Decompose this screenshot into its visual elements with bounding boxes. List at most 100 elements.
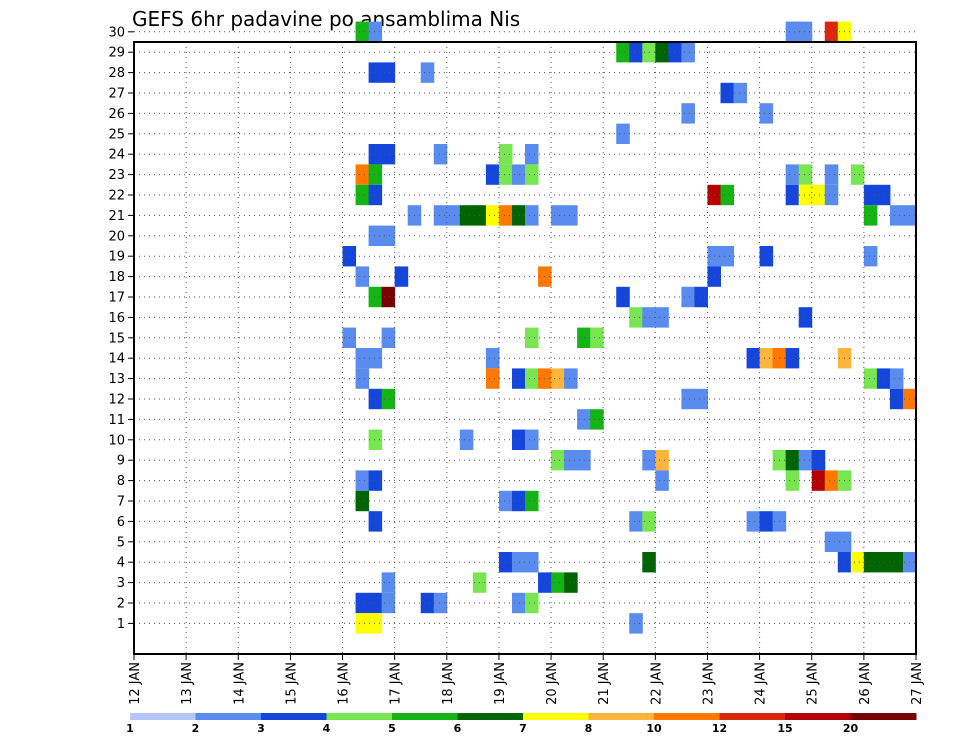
- precip-cell: [785, 164, 800, 185]
- precip-cell: [498, 144, 513, 165]
- precip-cell: [498, 490, 513, 512]
- precip-cell: [485, 164, 500, 185]
- y-tick-label: 25: [108, 127, 125, 142]
- precip-cell: [368, 592, 383, 614]
- precip-cell: [811, 184, 826, 206]
- legend-label: 1: [126, 722, 134, 735]
- precip-cell: [368, 62, 383, 83]
- legend-label: 15: [777, 722, 792, 735]
- legend-swatch: [719, 713, 786, 720]
- precip-cell: [525, 368, 539, 389]
- legend-swatch: [523, 713, 589, 720]
- precip-cell: [655, 307, 669, 328]
- precip-cell: [551, 572, 565, 593]
- precip-cell: [798, 450, 813, 471]
- precip-cell: [746, 511, 761, 532]
- precip-cell: [381, 327, 396, 348]
- x-tick-label: 27 JAN: [910, 662, 925, 705]
- precip-cell: [368, 286, 383, 308]
- x-tick-label: 20 JAN: [545, 662, 560, 705]
- x-tick-label: 26 JAN: [858, 662, 873, 705]
- precip-cell: [551, 450, 565, 471]
- precip-cell: [564, 450, 578, 471]
- x-tick-label: 21 JAN: [597, 662, 612, 705]
- precip-cell: [368, 511, 383, 532]
- precip-cell: [459, 429, 474, 450]
- x-tick-label: 17 JAN: [389, 662, 404, 705]
- precip-cell: [551, 368, 565, 389]
- precip-cell: [433, 205, 448, 226]
- y-tick-label: 27: [108, 87, 125, 102]
- precip-cell: [564, 205, 578, 226]
- precip-cell: [368, 184, 383, 206]
- precip-cell: [668, 42, 682, 63]
- y-axis: 1234567891011121314151617181920212223242…: [108, 25, 134, 632]
- precip-cell: [720, 82, 735, 104]
- y-tick-label: 12: [108, 393, 125, 408]
- precip-cell: [850, 552, 865, 573]
- precip-cell: [355, 592, 370, 614]
- plot-frame: [133, 41, 917, 655]
- y-tick-label: 10: [108, 433, 125, 448]
- x-tick-label: 12 JAN: [128, 662, 143, 705]
- precip-cell: [355, 490, 370, 512]
- legend-swatch: [654, 713, 720, 720]
- precip-cell: [498, 205, 513, 226]
- precip-cell: [655, 42, 669, 63]
- legend-swatch: [588, 713, 655, 720]
- precip-cell: [681, 42, 695, 63]
- precip-cell: [785, 348, 800, 369]
- legend-label: 8: [585, 722, 593, 735]
- legend-swatch: [261, 713, 327, 720]
- precip-cell: [746, 348, 761, 369]
- y-tick-label: 6: [117, 515, 125, 530]
- chart-title: GEFS 6hr padavine po ansamblima Nis: [132, 7, 520, 31]
- precip-cell: [381, 388, 396, 410]
- precip-cell: [577, 409, 591, 430]
- precip-cell: [681, 286, 695, 308]
- precip-cell: [459, 205, 474, 226]
- y-tick-label: 8: [117, 474, 125, 489]
- precip-cell: [564, 368, 578, 389]
- precip-cell: [590, 327, 604, 348]
- y-tick-label: 18: [108, 270, 125, 285]
- precip-cell: [759, 103, 774, 124]
- legend-swatch: [392, 713, 458, 720]
- precip-cell: [355, 164, 370, 185]
- precip-cell: [355, 470, 370, 491]
- y-tick-label: 21: [108, 209, 125, 224]
- precip-cell: [381, 572, 396, 593]
- precip-cell: [850, 164, 865, 185]
- legend-label: 20: [843, 722, 859, 735]
- precip-cell: [863, 552, 878, 573]
- y-tick-label: 17: [108, 291, 125, 306]
- precip-cell: [785, 21, 800, 42]
- precip-cell: [863, 246, 878, 267]
- x-tick-label: 13 JAN: [180, 662, 195, 705]
- precip-cell: [368, 164, 383, 185]
- precip-cell: [485, 348, 500, 369]
- precip-cell: [798, 164, 813, 185]
- precip-cell: [616, 286, 630, 308]
- precip-cell: [355, 348, 370, 369]
- legend-label: 7: [519, 722, 527, 735]
- x-axis: 12 JAN 13 JAN 14 JAN 15 JAN 16 JAN 17 JAN 18 J…: [128, 654, 925, 705]
- precip-cell: [551, 205, 565, 226]
- precip-cell: [629, 613, 643, 634]
- precip-cell: [525, 592, 539, 614]
- y-tick-label: 24: [108, 148, 125, 163]
- precip-cell: [824, 21, 839, 42]
- color-legend: 1 2 3 4 5 6 7 8 10 12 15 20: [126, 713, 917, 735]
- legend-label: 10: [646, 722, 662, 735]
- precip-cell: [368, 225, 383, 246]
- precip-cell: [811, 470, 826, 491]
- precip-cell: [720, 184, 735, 206]
- precip-cell: [759, 348, 774, 369]
- precip-cell: [525, 164, 539, 185]
- y-tick-label: 2: [117, 597, 125, 612]
- precip-cell: [733, 82, 748, 104]
- precip-cell: [655, 470, 669, 491]
- precip-cell: [420, 592, 435, 614]
- precip-cell: [876, 552, 891, 573]
